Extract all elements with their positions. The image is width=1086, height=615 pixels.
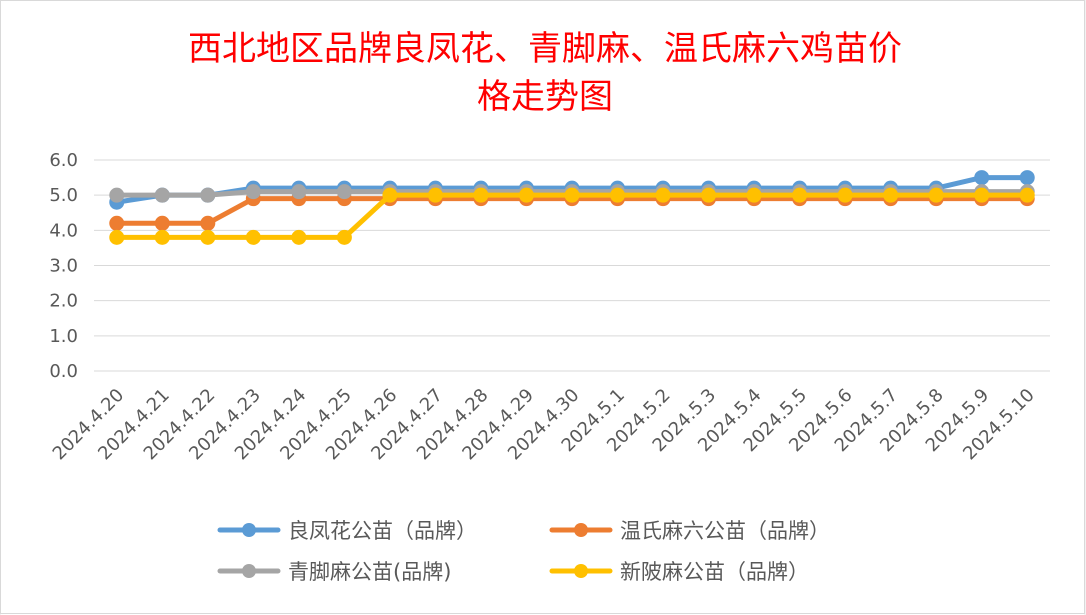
data-point (200, 187, 216, 203)
y-axis-tick-labels: 0.0 1.0 2.0 3.0 4.0 5.0 6.0 (49, 150, 78, 382)
legend: 良凤花公苗（品牌） 温氏麻六公苗（品牌） 青脚麻公苗(品牌) 新陂麻公苗（品牌） (217, 519, 830, 584)
data-point (837, 187, 853, 203)
data-point (1019, 187, 1035, 203)
y-tick-label: 1.0 (49, 326, 78, 347)
data-point (928, 187, 944, 203)
data-point (154, 229, 170, 245)
legend-item: 温氏麻六公苗（品牌） (549, 519, 830, 543)
data-point (291, 229, 307, 245)
legend-swatch-marker (574, 564, 588, 578)
legend-label: 新陂麻公苗（品牌） (620, 560, 809, 584)
y-tick-label: 5.0 (49, 185, 78, 206)
data-point (473, 187, 489, 203)
y-tick-label: 2.0 (49, 291, 78, 312)
data-point (427, 187, 443, 203)
y-tick-label: 3.0 (49, 256, 78, 277)
y-tick-label: 4.0 (49, 220, 78, 241)
data-point (792, 187, 808, 203)
data-point (200, 229, 216, 245)
legend-label: 良凤花公苗（品牌） (288, 519, 477, 543)
data-point (109, 187, 125, 203)
legend-item: 新陂麻公苗（品牌） (549, 560, 809, 584)
data-point (1019, 170, 1035, 186)
data-point (109, 215, 125, 231)
x-axis-tick-labels: 2024.4.202024.4.212024.4.222024.4.232024… (49, 385, 1039, 465)
legend-item: 良凤花公苗（品牌） (217, 519, 477, 543)
data-point (883, 187, 899, 203)
data-point (200, 215, 216, 231)
data-point (245, 229, 261, 245)
legend-item: 青脚麻公苗(品牌) (217, 560, 451, 584)
data-point (291, 184, 307, 200)
legend-swatch-marker (242, 564, 256, 578)
data-point (518, 187, 534, 203)
series-layer (109, 170, 1035, 245)
y-gridlines (94, 159, 1050, 372)
data-point (245, 184, 261, 200)
legend-label: 温氏麻六公苗（品牌） (620, 519, 830, 543)
data-point (109, 229, 125, 245)
series-3 (109, 187, 1035, 245)
data-point (336, 229, 352, 245)
data-point (610, 187, 626, 203)
data-point (154, 187, 170, 203)
data-point (974, 187, 990, 203)
data-point (701, 187, 717, 203)
chart-title-line2: 格走势图 (477, 77, 613, 117)
data-point (382, 187, 398, 203)
y-tick-label: 0.0 (49, 361, 78, 382)
data-point (746, 187, 762, 203)
legend-label: 青脚麻公苗(品牌) (288, 560, 451, 584)
legend-swatch-marker (242, 523, 256, 537)
data-point (336, 184, 352, 200)
data-point (974, 170, 990, 186)
y-tick-label: 6.0 (49, 150, 78, 171)
data-point (154, 215, 170, 231)
legend-swatch-marker (574, 523, 588, 537)
data-point (564, 187, 580, 203)
data-point (655, 187, 671, 203)
chart-title: 西北地区品牌良凤花、青脚麻、温氏麻六鸡苗价 (188, 29, 902, 69)
